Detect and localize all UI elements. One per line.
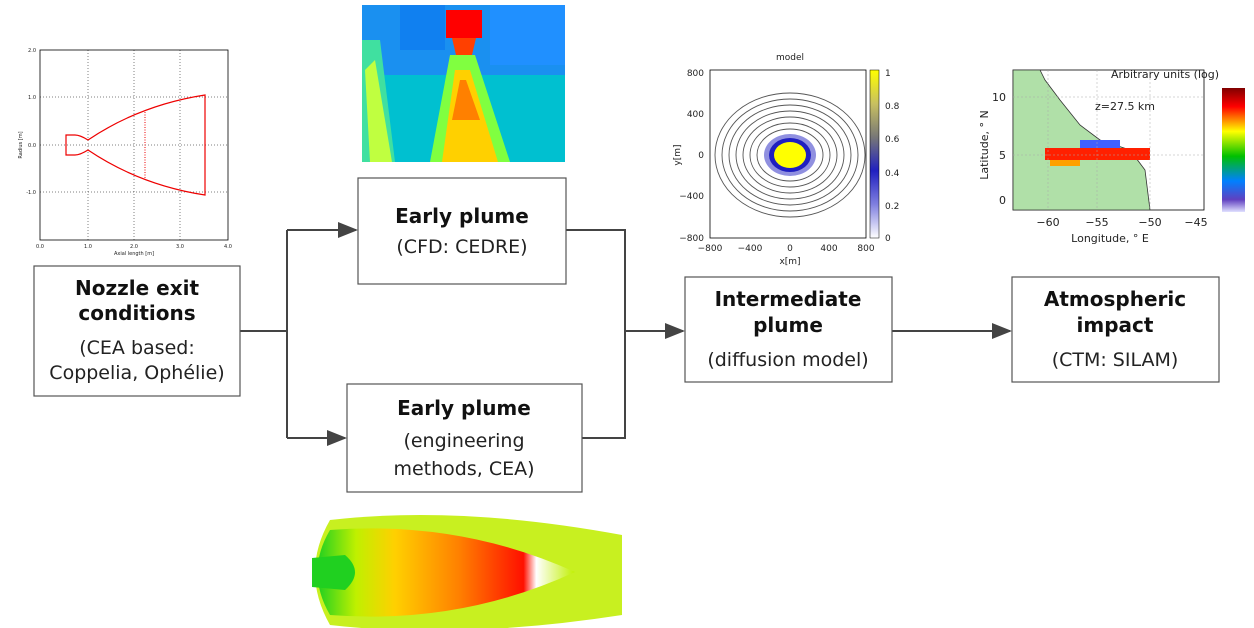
- diagram: 2.0 1.0 0.0 -1.0 0.0 1.0 2.0 3.0 4.0 Axi…: [0, 0, 1254, 628]
- box-title: Nozzle exit: [75, 276, 199, 300]
- tick: −800: [698, 244, 723, 254]
- tick: 10: [992, 91, 1006, 104]
- box: Early plume (CFD: CEDRE): [358, 178, 566, 284]
- box-title: Early plume: [395, 204, 529, 228]
- tick: 400: [820, 244, 837, 254]
- tick: 1: [885, 69, 891, 79]
- tick: 0.2: [885, 202, 899, 212]
- box-text: Coppelia, Ophélie): [49, 362, 224, 384]
- box: Nozzle exit conditions (CEA based: Coppe…: [34, 266, 240, 396]
- map-title: Arbitrary units (log): [1111, 68, 1219, 81]
- axis-label: x[m]: [779, 257, 800, 267]
- box-title: Atmospheric: [1044, 287, 1186, 311]
- tick: 0.4: [885, 169, 900, 179]
- box-text: (CEA based:: [79, 337, 194, 359]
- tick: 800: [857, 244, 874, 254]
- plume-image: [312, 515, 622, 628]
- axis-label: y[m]: [673, 144, 683, 165]
- tick: 400: [687, 110, 704, 120]
- tick: −55: [1085, 216, 1108, 229]
- box-text: (engineering: [403, 430, 524, 452]
- axis-label: Latitude, ° N: [978, 110, 991, 180]
- diffusion-plot: model 800 400 0 −400 −800 −800 −400 0 40…: [673, 53, 900, 267]
- tick: 2.0: [130, 244, 138, 250]
- tick: 4.0: [224, 244, 232, 250]
- tick: 0.6: [885, 135, 900, 145]
- box-title: plume: [753, 313, 823, 337]
- tick: 0.0: [36, 244, 44, 250]
- cfd-image: [362, 5, 565, 162]
- tick: 0: [999, 194, 1006, 207]
- tick: 1.0: [28, 95, 36, 101]
- box: Intermediate plume (diffusion model): [685, 277, 892, 382]
- axis-label: Axial length [m]: [114, 251, 154, 257]
- tick: −400: [738, 244, 763, 254]
- tick: −400: [679, 192, 704, 202]
- axis-label: Radius [m]: [18, 131, 24, 158]
- tick: 2.0: [28, 48, 36, 54]
- tick: -1.0: [26, 190, 36, 196]
- tick: 0.8: [885, 102, 900, 112]
- nozzle-plot: 2.0 1.0 0.0 -1.0 0.0 1.0 2.0 3.0 4.0 Axi…: [18, 48, 232, 257]
- tick: −45: [1184, 216, 1207, 229]
- tick: 0: [787, 244, 793, 254]
- tick: −50: [1138, 216, 1161, 229]
- box-title: Intermediate: [715, 287, 862, 311]
- box-title: impact: [1077, 313, 1154, 337]
- box-title: conditions: [78, 301, 195, 325]
- tick: −800: [679, 234, 704, 244]
- box-title: Early plume: [397, 396, 531, 420]
- tick: 0.0: [28, 143, 36, 149]
- tick: 0: [885, 234, 891, 244]
- box-text: (CTM: SILAM): [1052, 349, 1179, 371]
- box-text: methods, CEA): [393, 458, 534, 480]
- box-text: (diffusion model): [707, 349, 868, 371]
- box: Atmospheric impact (CTM: SILAM): [1012, 277, 1219, 382]
- tick: 0: [698, 151, 704, 161]
- tick: 1.0: [84, 244, 92, 250]
- tick: −60: [1036, 216, 1059, 229]
- tick: 3.0: [176, 244, 184, 250]
- box: Early plume (engineering methods, CEA): [347, 384, 582, 492]
- tick: 5: [999, 149, 1006, 162]
- plot-title: model: [776, 53, 804, 63]
- axis-label: Longitude, ° E: [1071, 232, 1149, 245]
- tick: 800: [687, 69, 704, 79]
- map: Arbitrary units (log) z=27.5 km 10 5 0 −…: [978, 68, 1245, 245]
- box-text: (CFD: CEDRE): [396, 236, 527, 258]
- annotation: z=27.5 km: [1095, 100, 1155, 113]
